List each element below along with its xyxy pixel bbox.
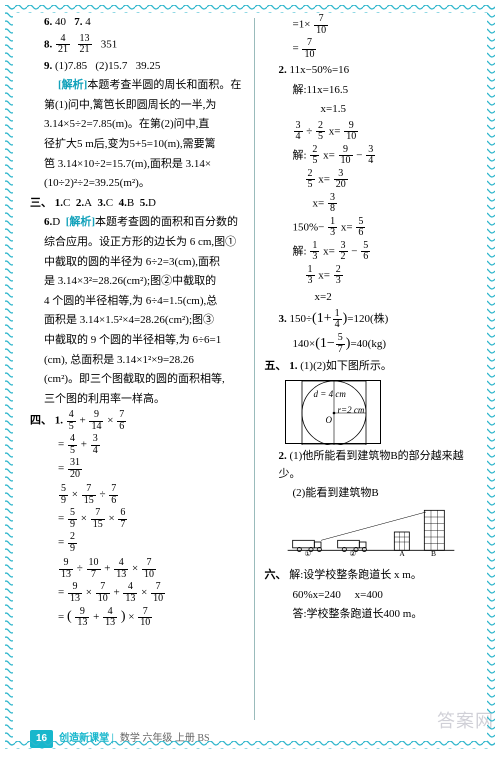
lbl-B: B (431, 549, 436, 557)
r4u: x=2 (265, 289, 479, 307)
section-6: 六、 解:设学校整条跑道长 x m。 (265, 567, 479, 585)
r3s: 解: 25 x= 910 − 34 (265, 145, 479, 167)
r3: 34 ÷ 25 x= 910 (265, 121, 479, 143)
explain-label: [解析] (58, 79, 87, 91)
p8: (cm), 总面积是 3.14×1²×9=28.26 (30, 352, 244, 370)
lbl-2: ② (349, 549, 356, 557)
eqC2: = 913 × 710 + 413 × 710 (30, 582, 244, 604)
rA2: = 710 (265, 38, 479, 60)
dia-o-label: O (326, 413, 333, 427)
explain-label-2: [解析] (66, 216, 95, 228)
lbl-1: ① (304, 549, 311, 557)
p7: 中截取的 9 个圆的半径相等,为 6÷6=1 (30, 332, 244, 350)
sec3-head: 三、 (30, 197, 52, 209)
buildings-diagram: ① ② A B (271, 507, 479, 564)
eqA2: = 45 + 34 (30, 434, 244, 456)
eqB3: = 29 (30, 532, 244, 554)
r3t: 25 x= 320 (265, 169, 479, 191)
r4: 150%− 13 x= 56 (265, 217, 479, 239)
num-6: 6. (44, 16, 52, 28)
eqC3: = ( 913 + 413 ) × 710 (30, 606, 244, 628)
frac-8b: 1321 (78, 34, 92, 56)
p10: 三个图的利用率一样高。 (30, 391, 244, 409)
p4: 是 3.14×3²=28.26(cm²);图②中截取的 (30, 273, 244, 291)
r5b: 140×(1−57)=40(kg) (265, 333, 479, 355)
s6-eq: 60%x=240 x=400 (265, 587, 479, 605)
eqB1: 59 × 715 ÷ 76 (30, 484, 244, 506)
ans-8c: 351 (101, 38, 118, 50)
eqB2: = 59 × 715 × 67 (30, 508, 244, 530)
circle-square-diagram: d = 4 cm r=2 cm O (285, 380, 381, 444)
right-3: 3. 150÷(1+14)=120(株) (265, 308, 479, 330)
dia-r-label: r=2 cm (338, 403, 365, 417)
num-9: 9. (44, 60, 52, 72)
footer-title: 创造新课堂 | (59, 731, 114, 747)
s5-2a: 2. (1)他所能看到建筑物B的部分越来越少。 (265, 448, 479, 483)
ans-7: 4 (85, 16, 91, 28)
item-8: 8. 421 1321 351 (30, 34, 244, 56)
section-3: 三、 1.C 2.A 3.C 4.B 5.D (30, 195, 244, 213)
explain-9: [解析]本题考查半圆的周长和面积。在 (30, 77, 244, 95)
ans-9-3: 39.25 (136, 60, 161, 72)
ans-9-1: (1)7.85 (55, 60, 87, 72)
p6: 面积是 3.14×1.5²×4=28.26(cm²);图③ (30, 312, 244, 330)
r4s: 解: 13 x= 32 − 56 (265, 241, 479, 263)
explain-9-l4: 径扩大5 m后,变为5+5=10(m),需要篱 (30, 136, 244, 154)
item-9: 9. (1)7.85 (2)15.7 39.25 (30, 58, 244, 76)
explain-9-l5: 笆 3.14×10÷2=15.7(m),面积是 3.14× (30, 156, 244, 174)
lbl-A: A (399, 549, 405, 557)
num-8: 8. (44, 38, 52, 50)
p9: (cm²)。即三个图截取的圆的面积相等, (30, 371, 244, 389)
r4t: 13 x= 23 (265, 265, 479, 287)
p2: 综合应用。设正方形的边长为 6 cm,图① (30, 234, 244, 252)
right-column: =1× 710 = 710 2. 11x−50%=16 解:11x=16.5 x… (265, 14, 479, 728)
eqA3: = 3120 (30, 458, 244, 480)
rA1: =1× 710 (265, 14, 479, 36)
s5-2b: (2)能看到建筑物B (265, 485, 479, 503)
ans-9-2: (2)15.7 (95, 60, 127, 72)
s6-ans: 答:学校整条跑道长400 m。 (265, 606, 479, 624)
eqC1: 913 ÷ 107 + 413 × 710 (30, 558, 244, 580)
frac-8a: 421 (56, 34, 70, 56)
dia-d-label: d = 4 cm (314, 387, 346, 401)
p3: 中截取的圆的半径为 6÷2=3(cm),面积 (30, 254, 244, 272)
r2b: x=1.5 (265, 101, 479, 119)
r3u: x= 38 (265, 193, 479, 215)
right-2: 2. 11x−50%=16 (265, 62, 479, 80)
page-number: 16 (30, 730, 53, 748)
section-4: 四、 1. 45 + 914 × 76 (30, 410, 244, 432)
section-5: 五、 1. (1)(2)如下图所示。 (265, 358, 479, 376)
r2a: 解:11x=16.5 (265, 82, 479, 100)
column-separator (254, 18, 255, 720)
num-7: 7. (74, 16, 82, 28)
p5: 4 个圆的半径相等,为 6÷4=1.5(cm),总 (30, 293, 244, 311)
watermark: 答案网 (437, 707, 494, 736)
item-3-6: 6.D [解析]本题考查圆的面积和百分数的 (30, 214, 244, 232)
explain-9-l6: (10÷2)²÷2=39.25(m²)。 (30, 175, 244, 193)
explain-9-l2: 第(1)问中,篱笆长即圆周长的一半,为 (30, 97, 244, 115)
explain-9-l3: 3.14×5÷2=7.85(m)。在第(2)问中,直 (30, 116, 244, 134)
ans-6: 40 (55, 16, 66, 28)
footer-sub: 数学 六年级 上册 BS (120, 731, 210, 747)
item-6-7: 6. 40 7. 4 (30, 14, 244, 32)
left-column: 6. 40 7. 4 8. 421 1321 351 9. (1)7.85 (2… (30, 14, 244, 728)
page-footer: 16 创造新课堂 | 数学 六年级 上册 BS (30, 730, 210, 748)
